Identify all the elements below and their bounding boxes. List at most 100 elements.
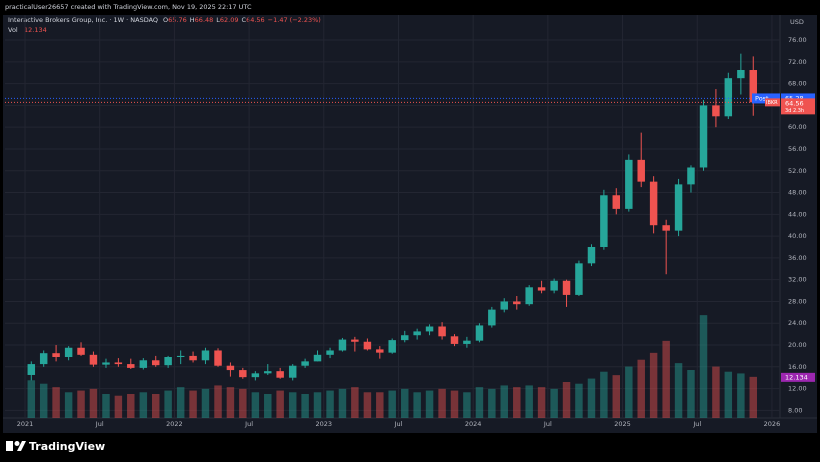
y-tick-label: 24.00 xyxy=(788,319,807,327)
candle-body xyxy=(500,301,508,310)
candle-body xyxy=(102,362,110,365)
candle-body xyxy=(612,195,621,209)
candle-body xyxy=(662,225,670,231)
volume-bar xyxy=(401,388,409,418)
candle-body xyxy=(251,373,260,378)
volume-bar xyxy=(625,366,633,418)
volume-bar xyxy=(276,390,284,418)
candle-body xyxy=(513,301,521,305)
candle-body xyxy=(687,167,695,185)
candle-body xyxy=(201,350,210,361)
y-tick-label: 8.00 xyxy=(788,406,802,414)
volume-bar xyxy=(649,352,658,418)
volume-bar xyxy=(363,392,372,418)
candle-body xyxy=(674,184,683,231)
volume-bar xyxy=(151,394,160,418)
candle-body xyxy=(401,335,409,341)
volume-bar xyxy=(463,392,471,418)
candle-body xyxy=(151,360,160,366)
x-tick-label: 2026 xyxy=(764,420,781,428)
candle-body xyxy=(699,105,708,168)
y-tick-label: 72.00 xyxy=(788,58,807,66)
candle-body xyxy=(537,287,546,291)
candle-body xyxy=(488,309,496,326)
last-price-tag xyxy=(781,98,815,115)
y-tick-label: 52.00 xyxy=(788,167,807,175)
volume-bar xyxy=(201,388,210,418)
x-tick-label: 2022 xyxy=(166,420,183,428)
logo-text: TradingView xyxy=(29,440,105,453)
candle-body xyxy=(301,361,309,366)
ohlc-value: 65.76 xyxy=(168,16,187,24)
volume-bar xyxy=(662,340,670,418)
candle-body xyxy=(438,326,446,337)
candle-body xyxy=(388,340,396,353)
candle-body xyxy=(475,325,484,341)
y-tick-label: 40.00 xyxy=(788,232,807,240)
volume-tag-label: 12.134 xyxy=(785,373,808,381)
y-tick-label: 68.00 xyxy=(788,80,807,88)
currency: USD xyxy=(790,18,804,26)
volume-bar xyxy=(600,371,608,418)
y-tick-label: 32.00 xyxy=(788,276,807,284)
volume-value: 12.134 xyxy=(24,26,47,34)
ohlc-key: H xyxy=(190,16,195,24)
volume-bar xyxy=(77,390,85,418)
ticker-tag xyxy=(765,98,780,107)
last-price-label: 64.56 xyxy=(785,99,804,107)
ohlc-value: 62.09 xyxy=(220,16,239,24)
candle-body xyxy=(425,326,434,332)
candle-body xyxy=(52,353,60,358)
candle-body xyxy=(587,246,596,264)
candle-body xyxy=(413,331,421,336)
volume-bar xyxy=(39,383,48,418)
volume-bar xyxy=(737,373,745,418)
volume-bar xyxy=(712,366,720,418)
candle-body xyxy=(39,353,48,365)
volume-bar xyxy=(587,378,596,418)
candle-body xyxy=(575,263,583,295)
candle-body xyxy=(264,371,272,374)
y-tick-label: 12.00 xyxy=(788,385,807,393)
volume-bar xyxy=(89,388,98,418)
y-tick-label: 44.00 xyxy=(788,210,807,218)
candle-body xyxy=(749,70,757,103)
volume-bar xyxy=(724,371,733,418)
volume-bar xyxy=(413,392,421,418)
x-tick-label: 2024 xyxy=(465,420,482,428)
volume-bar xyxy=(164,390,172,418)
volume-bar xyxy=(351,387,359,418)
volume-bar xyxy=(513,387,521,418)
volume-bar xyxy=(239,388,247,418)
candle-body xyxy=(127,364,135,368)
volume-bar xyxy=(27,380,36,418)
panel xyxy=(3,15,817,433)
candle-body xyxy=(276,371,284,378)
volume-bar xyxy=(301,394,309,418)
ohlc-key: O xyxy=(163,16,168,24)
ohlc-key: C xyxy=(242,16,247,24)
countdown: 3d 2.3h xyxy=(785,108,804,114)
candle-body xyxy=(562,280,571,295)
x-tick-label: Jul xyxy=(95,420,104,428)
volume-bar xyxy=(500,385,508,418)
volume-bar xyxy=(550,388,558,418)
candle-body xyxy=(550,280,558,291)
candle-body xyxy=(288,365,297,378)
volume-bar xyxy=(699,315,708,418)
y-tick-label: 56.00 xyxy=(788,145,807,153)
volume-bar xyxy=(338,388,347,418)
candle-body xyxy=(164,357,172,366)
volume-bar xyxy=(525,385,533,418)
logo-mark xyxy=(14,441,20,446)
volume-bar xyxy=(326,390,334,418)
candle-body xyxy=(363,341,372,350)
candle-body xyxy=(637,159,645,182)
volume-tag xyxy=(781,372,815,382)
volume-bar xyxy=(189,390,197,418)
volume-bar xyxy=(562,382,571,418)
candle-body xyxy=(525,287,533,305)
attribution: practicalUser26657 created with TradingV… xyxy=(5,3,252,11)
candle-body xyxy=(214,350,222,366)
y-tick-label: 48.00 xyxy=(788,189,807,197)
